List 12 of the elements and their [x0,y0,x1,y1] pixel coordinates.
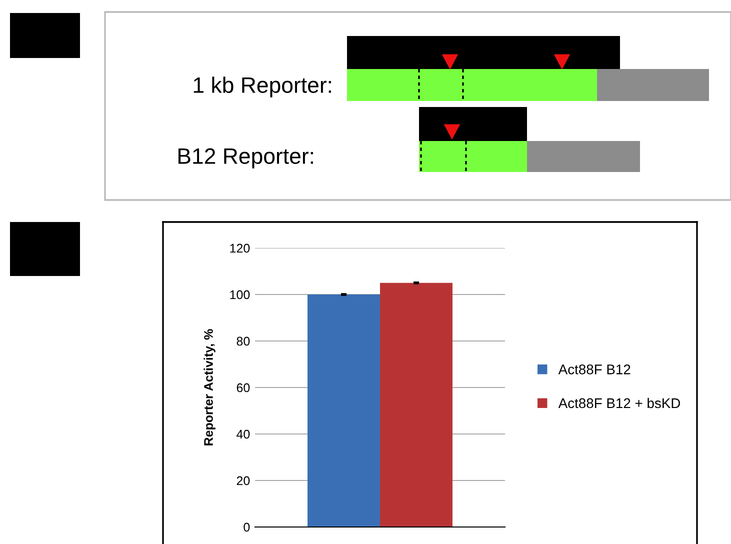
text: 1 kb Reporter: [194,76,331,98]
y-tick-label: 0 [244,522,250,532]
legend-label: Act88F B12 + bsKD [558,398,680,408]
y-tick-label: 80 [236,336,250,346]
text: B12 Reporter: [178,148,313,168]
y-tick-label: 40 [236,430,250,439]
y-tick-label: 20 [236,476,250,486]
y-tick-label: 60 [236,383,250,392]
legend-label: Act88F B12 [558,364,630,374]
y-tick-label: 100 [230,290,250,300]
y-axis-title: Reporter Activity, % [204,329,216,446]
y-tick-label: 120 [230,244,250,253]
